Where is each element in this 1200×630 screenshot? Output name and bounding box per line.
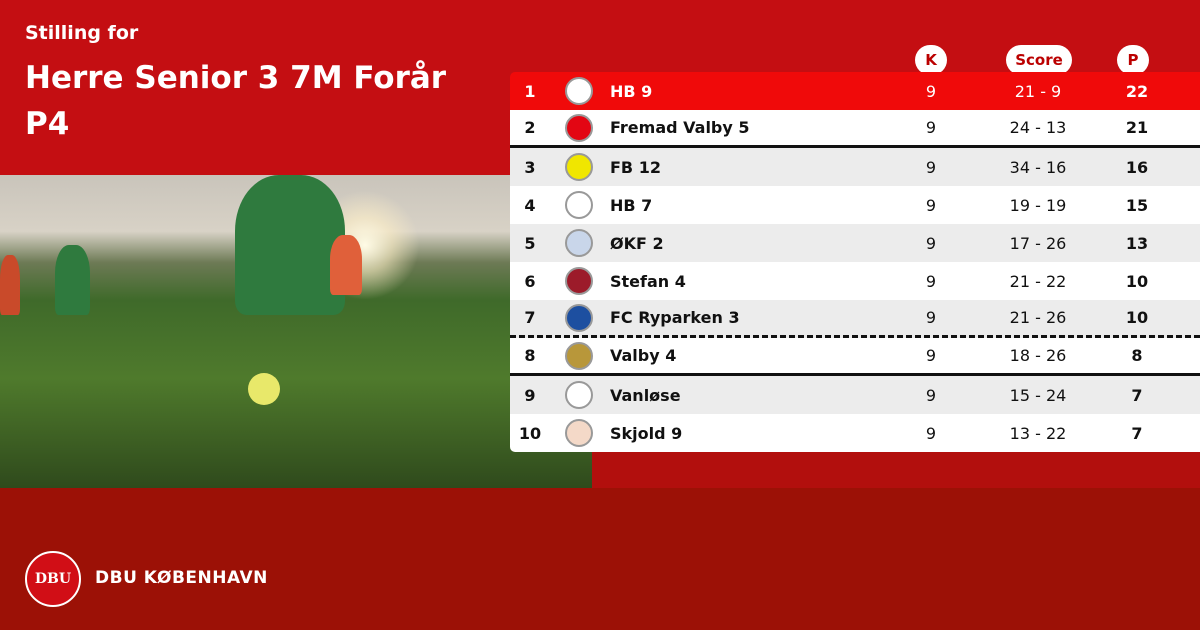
team-name: ØKF 2 [610, 233, 664, 253]
brand-name: DBU KØBENHAVN [95, 568, 268, 588]
player-figure [330, 235, 362, 295]
table-row: 5 ØKF 2 9 17 - 26 13 [510, 224, 1200, 262]
position: 6 [524, 271, 536, 291]
table-row: 7 FC Ryparken 3 9 21 - 26 10 [510, 300, 1200, 338]
club-logo-icon [565, 113, 593, 142]
matches-played: 9 [925, 157, 937, 177]
page-title: Herre Senior 3 7M Forår P4 [25, 60, 447, 142]
position: 9 [524, 385, 536, 405]
points: 7 [1131, 385, 1143, 405]
team-name: Skjold 9 [610, 423, 683, 443]
player-figure [0, 255, 20, 315]
logo-text: DBU [34, 571, 72, 587]
points: 16 [1125, 157, 1149, 177]
dbu-logo: DBU [25, 551, 81, 607]
football-photo [0, 175, 592, 488]
player-figure [235, 175, 345, 315]
position: 10 [518, 423, 542, 443]
goal-score: 34 - 16 [1009, 157, 1067, 177]
column-header-p: P [1117, 45, 1149, 75]
points: 10 [1125, 308, 1149, 327]
position: 7 [524, 308, 536, 327]
goal-score: 13 - 22 [1009, 423, 1067, 443]
table-row: 2 Fremad Valby 5 9 24 - 13 21 [510, 110, 1200, 148]
team-name: FC Ryparken 3 [610, 308, 740, 327]
points: 13 [1125, 233, 1149, 253]
position: 3 [524, 157, 536, 177]
points: 22 [1125, 81, 1149, 101]
matches-played: 9 [925, 423, 937, 443]
club-logo-icon [565, 303, 593, 332]
matches-played: 9 [925, 271, 937, 291]
team-name: Stefan 4 [610, 271, 686, 291]
points: 10 [1125, 271, 1149, 291]
position: 5 [524, 233, 536, 253]
table-row: 10 Skjold 9 9 13 - 22 7 [510, 414, 1200, 452]
team-name: HB 9 [610, 81, 653, 101]
matches-played: 9 [925, 233, 937, 253]
position: 8 [524, 346, 536, 365]
football [248, 373, 280, 405]
team-name: Valby 4 [610, 346, 677, 365]
team-name: Fremad Valby 5 [610, 118, 750, 137]
club-logo-icon [565, 381, 593, 409]
position: 4 [524, 195, 536, 215]
goal-score: 18 - 26 [1009, 346, 1067, 365]
position: 2 [524, 118, 536, 137]
matches-played: 9 [925, 195, 937, 215]
points: 15 [1125, 195, 1149, 215]
table-row: 4 HB 7 9 19 - 19 15 [510, 186, 1200, 224]
points: 21 [1125, 118, 1149, 137]
standings-table: 1 HB 9 9 21 - 9 22 2 Fremad Valby 5 9 24 - 13 21 3… [510, 72, 1200, 452]
matches-played: 9 [925, 308, 937, 327]
points: 8 [1131, 346, 1143, 365]
position: 1 [524, 81, 536, 101]
goal-score: 21 - 22 [1009, 271, 1067, 291]
goal-score: 24 - 13 [1009, 118, 1067, 137]
table-row: 8 Valby 4 9 18 - 26 8 [510, 338, 1200, 376]
player-figure [55, 245, 90, 315]
points: 7 [1131, 423, 1143, 443]
club-logo-icon [565, 419, 593, 447]
club-logo-icon [565, 267, 593, 295]
matches-played: 9 [925, 346, 937, 365]
goal-score: 21 - 9 [1014, 81, 1062, 101]
table-row: 3 FB 12 9 34 - 16 16 [510, 148, 1200, 186]
club-logo-icon [565, 153, 593, 181]
goal-score: 21 - 26 [1009, 308, 1067, 327]
club-logo-icon [565, 191, 593, 219]
matches-played: 9 [925, 81, 937, 101]
club-logo-icon [565, 341, 593, 370]
table-row: 6 Stefan 4 9 21 - 22 10 [510, 262, 1200, 300]
matches-played: 9 [925, 118, 937, 137]
table-row: 1 HB 9 9 21 - 9 22 [510, 72, 1200, 110]
club-logo-icon [565, 229, 593, 257]
column-header-k: K [915, 45, 947, 75]
club-logo-icon [565, 77, 593, 105]
goal-score: 17 - 26 [1009, 233, 1067, 253]
team-name: Vanløse [610, 385, 681, 405]
goal-score: 19 - 19 [1009, 195, 1067, 215]
goal-score: 15 - 24 [1009, 385, 1067, 405]
matches-played: 9 [925, 385, 937, 405]
column-header-score: Score [1006, 45, 1072, 75]
team-name: FB 12 [610, 157, 661, 177]
subtitle: Stilling for [25, 22, 139, 44]
team-name: HB 7 [610, 195, 653, 215]
table-row: 9 Vanløse 9 15 - 24 7 [510, 376, 1200, 414]
